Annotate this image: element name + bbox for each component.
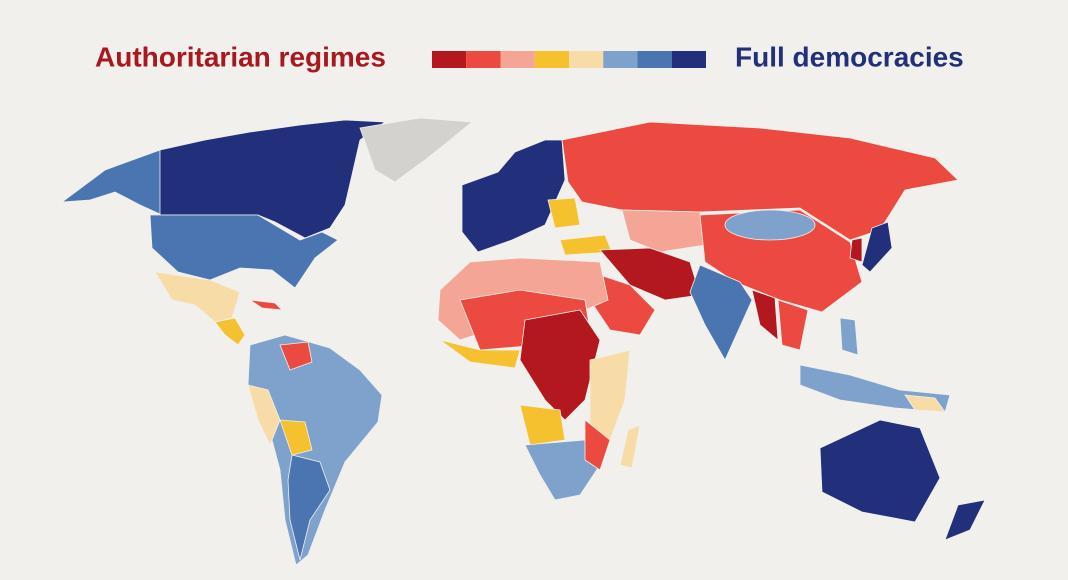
europe <box>461 139 566 253</box>
madagascar <box>619 424 641 469</box>
mongolia <box>724 209 816 241</box>
central-america <box>214 317 246 346</box>
legend-swatch <box>569 51 604 68</box>
australia <box>819 419 941 523</box>
central-africa <box>519 309 601 421</box>
legend-right-label: Full democracies <box>735 41 964 72</box>
alaska <box>60 149 163 216</box>
peru <box>247 384 281 446</box>
usa <box>149 214 339 289</box>
east-africa <box>589 349 631 441</box>
legend-swatch <box>500 51 535 68</box>
central-asia <box>621 209 706 253</box>
greenland <box>359 117 474 183</box>
philippines <box>839 317 859 356</box>
legend-swatch <box>603 51 638 68</box>
new-zealand <box>944 499 986 541</box>
legend-left-label: Authoritarian regimes <box>95 41 386 72</box>
bolivia <box>279 419 313 456</box>
japan <box>861 221 893 273</box>
papua <box>904 394 946 413</box>
legend-swatch <box>671 51 706 68</box>
legend-swatch <box>432 51 467 68</box>
legend-scale <box>432 51 706 68</box>
myanmar <box>751 289 779 341</box>
legend-swatch <box>534 51 569 68</box>
indochina <box>777 299 809 351</box>
world-map <box>60 117 986 566</box>
legend-swatch <box>637 51 672 68</box>
west-coast <box>439 339 521 369</box>
mozambique <box>584 419 611 471</box>
cuba <box>249 299 284 311</box>
argentina <box>287 454 331 561</box>
india <box>689 264 753 361</box>
korea <box>849 237 863 263</box>
canada <box>159 119 387 239</box>
angola <box>519 404 566 446</box>
venezuela <box>279 341 313 371</box>
legend-swatch <box>466 51 501 68</box>
eastern-europe <box>547 197 581 229</box>
